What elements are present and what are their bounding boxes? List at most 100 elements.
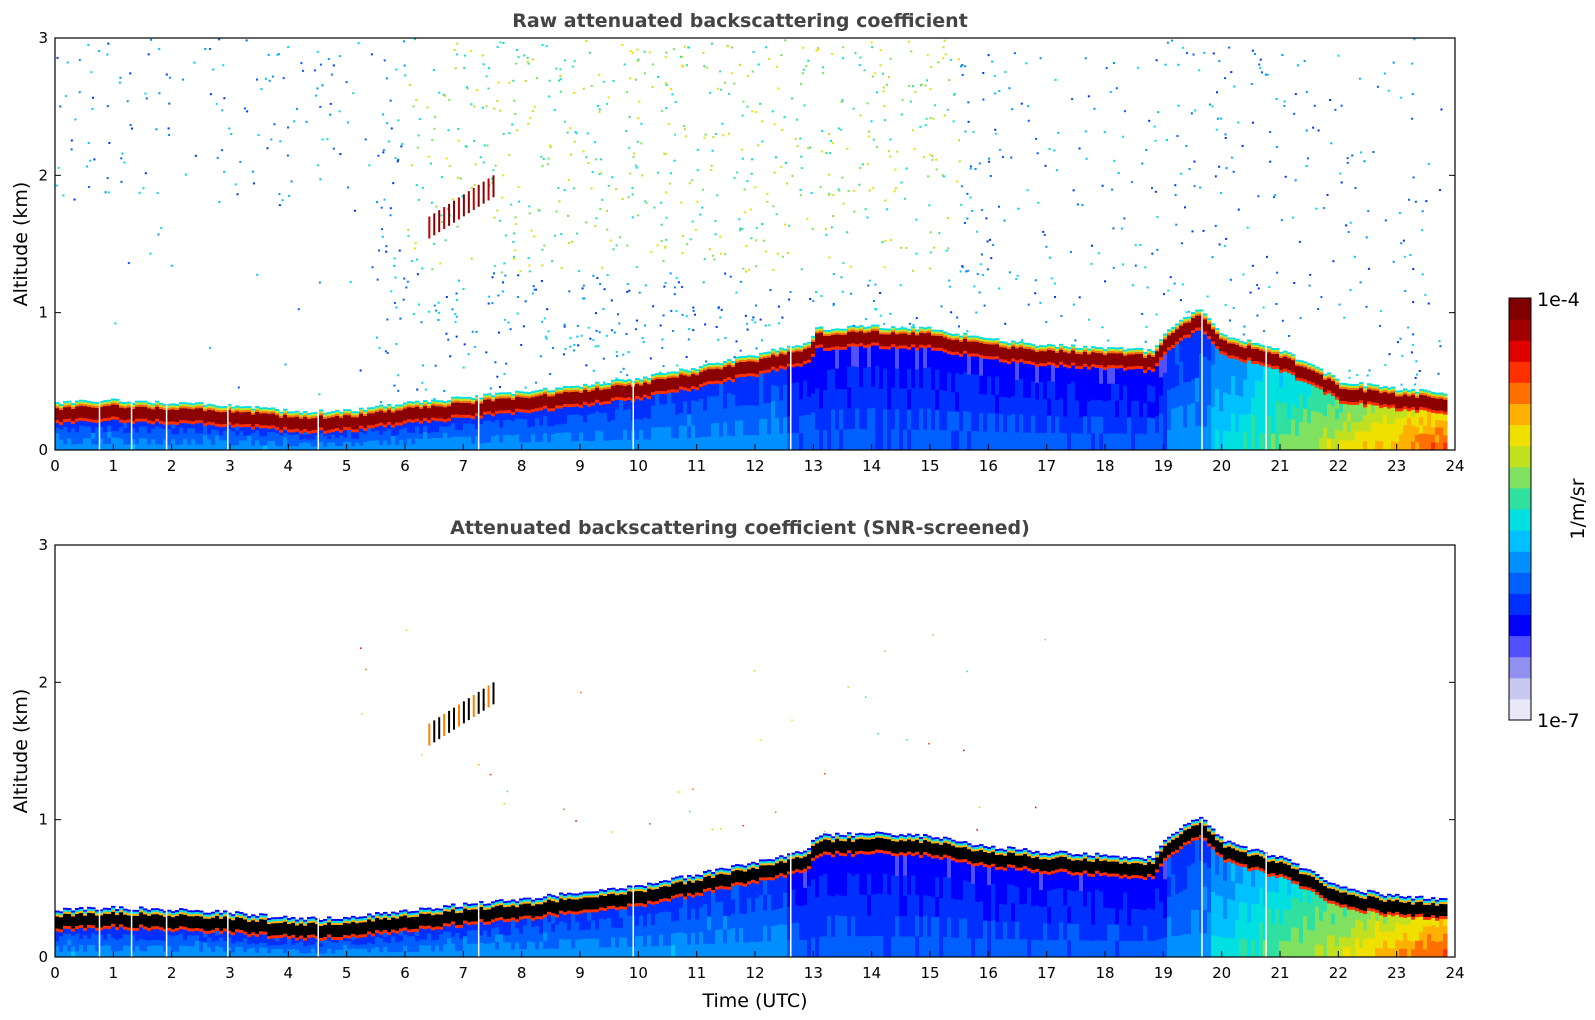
layer-cell [327,417,332,432]
edge-cell [947,333,952,336]
bl-cell [1379,441,1384,451]
noise-speck [1087,95,1090,98]
x-tick-label: 22 [1329,457,1348,475]
noise-speck [1027,105,1030,108]
noise-speck [643,72,646,75]
bl-cell [695,425,700,439]
noise-speck [969,196,972,199]
bl-cell [127,421,132,428]
layer-edge [1071,362,1076,366]
noise-speck [799,82,802,85]
aloft-feature-mark [487,178,490,201]
layer-cell [163,409,168,424]
bl-cell [99,438,104,445]
bl-cell [1191,402,1196,427]
bl-cell [803,397,808,416]
noise-speck [660,223,663,226]
edge-cell [939,331,944,334]
edge-cell [163,407,168,410]
noise-speck [127,262,130,265]
edge-cell [647,378,652,381]
layer-edge [363,427,368,431]
bl-cell [939,349,944,371]
noise-speck [389,207,392,210]
bl-cell [699,398,704,413]
noise-speck [1249,291,1252,294]
layer-edge [435,418,440,422]
noise-speck [801,72,804,75]
bl-cell [175,429,180,435]
bl-cell [739,390,744,407]
bl-cell [815,367,820,389]
bl-cell [563,414,568,425]
bl-cell [943,371,948,392]
noise-speck [622,353,625,356]
noise-speck [1293,281,1296,284]
layer-cell [287,417,292,432]
bl-cell [163,423,168,430]
bl-cell [1251,380,1256,399]
layer-edge [283,426,288,430]
layer-cell [259,413,264,428]
edge-cell [411,405,416,408]
bl-cell [527,442,532,451]
bl-cell [299,443,304,448]
edge-cell [479,401,484,404]
layer-edge [1055,364,1060,368]
edge-cell [719,367,724,370]
edge-cell [783,348,788,351]
bl-cell [203,435,208,441]
noise-speck [821,71,824,74]
bl-cell [1099,367,1104,385]
edge-cell [1323,377,1328,380]
noise-speck [403,64,406,67]
noise-speck [223,97,226,100]
layer-cell [91,407,96,422]
bl-cell [627,419,632,431]
edge-cell [1307,365,1312,368]
bl-cell [335,441,340,447]
layer-edge [399,422,404,426]
noise-speck [946,108,949,111]
layer-cell [1051,350,1056,365]
bl-cell [247,440,252,446]
edge-cell [879,328,884,331]
noise-speck [543,317,546,320]
edge-cell [183,404,188,407]
bl-cell [1115,433,1120,451]
bl-cell [483,435,488,444]
bl-cell [1135,384,1140,402]
edge-cell [1295,361,1300,364]
noise-speck [1348,369,1351,372]
data-gap [632,377,634,450]
edge-cell [483,395,488,398]
noise-speck [456,53,459,56]
noise-speck [1224,303,1227,306]
edge-cell [1387,387,1392,390]
layer-cell [247,412,252,427]
noise-speck [665,83,668,86]
noise-speck [396,374,399,377]
layer-edge [1411,406,1416,410]
noise-speck [461,195,464,198]
noise-speck [504,234,507,237]
noise-speck [626,290,629,293]
bl-cell [1271,417,1276,435]
noise-speck [899,284,902,287]
edge-cell [923,329,928,332]
noise-speck [1069,250,1072,253]
bl-cell [1235,431,1240,451]
bl-cell [59,429,64,435]
bl-cell [1179,427,1184,451]
noise-speck [802,68,805,71]
edge-cell [1063,348,1068,351]
layer-edge [387,421,392,425]
panel-raw-y-label: Altitude (km) [10,182,32,307]
layer-cell [515,396,520,411]
edge-cell [1023,344,1028,347]
noise-speck [969,165,972,168]
layer-edge [1407,408,1412,412]
noise-speck [829,139,832,142]
bl-cell [1315,412,1320,426]
edge-cell [1215,330,1220,333]
